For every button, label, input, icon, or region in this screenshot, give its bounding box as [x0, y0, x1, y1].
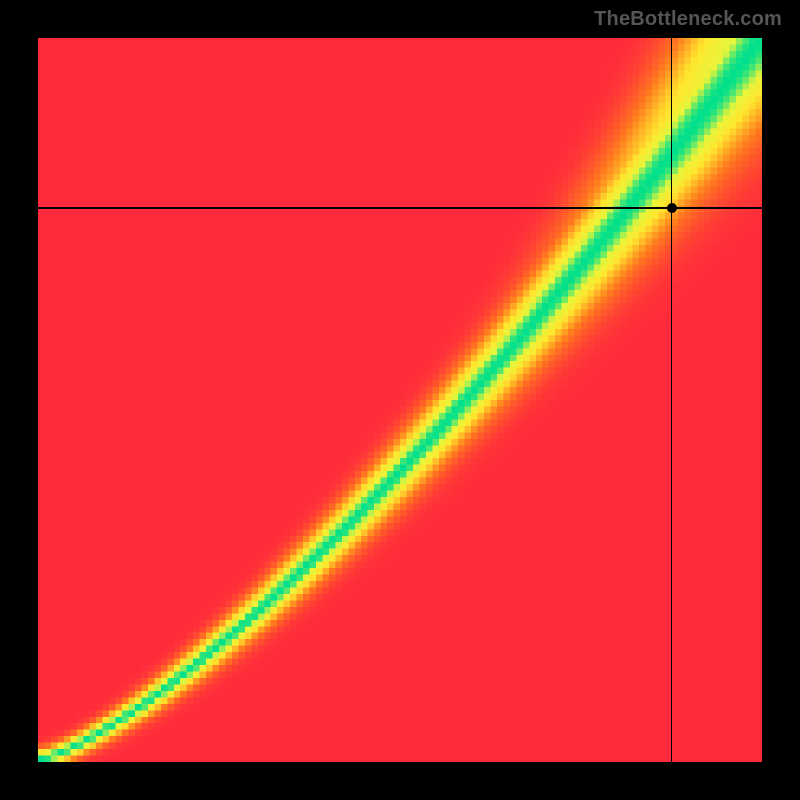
heatmap-plot-area [38, 38, 762, 762]
chart-container: TheBottleneck.com [0, 0, 800, 800]
watermark-text: TheBottleneck.com [594, 8, 782, 31]
crosshair-vertical-line [671, 38, 673, 762]
crosshair-horizontal-line [38, 207, 762, 209]
heatmap-canvas [38, 38, 762, 762]
crosshair-marker [667, 203, 677, 213]
